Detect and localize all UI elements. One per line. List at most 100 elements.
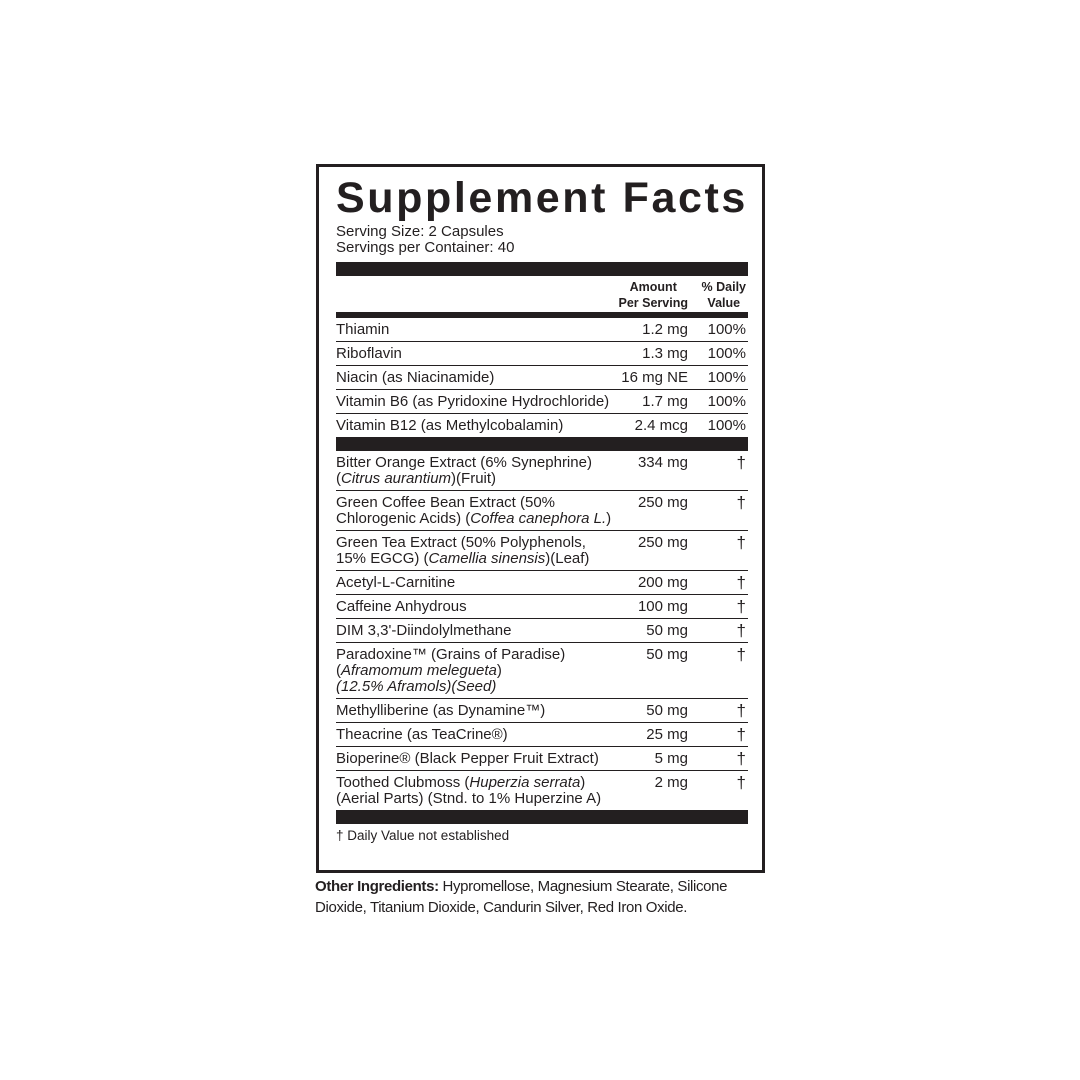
latin-name: Coffea canephora L. <box>470 510 607 527</box>
table-row: Bitter Orange Extract (6% Synephrine) (Ci… <box>336 451 748 491</box>
nutrient-name-line: Green Coffee Bean Extract (50% <box>336 495 748 511</box>
nutrient-name: Bitter Orange Extract (6% Synephrine) (Ci… <box>336 455 748 487</box>
name-text: Riboflavin <box>336 345 402 362</box>
nutrient-name-line: Bitter Orange Extract (6% Synephrine) <box>336 455 748 471</box>
table-row: Paradoxine™ (Grains of Paradise) (Aframom… <box>336 643 748 699</box>
divider-thick <box>336 810 748 824</box>
table-row: Green Coffee Bean Extract (50% Chlorogeni… <box>336 491 748 531</box>
name-text: Niacin (as Niacinamide) <box>336 369 495 386</box>
daily-value: † <box>736 597 746 616</box>
table-row: Green Tea Extract (50% Polyphenols, 15% E… <box>336 531 748 571</box>
table-row: Riboflavin 1.3 mg 100% <box>336 342 748 366</box>
nutrient-name: Paradoxine™ (Grains of Paradise) (Aframom… <box>336 647 748 695</box>
dv-header-line: % Daily <box>701 280 746 294</box>
nutrient-name: Green Coffee Bean Extract (50% Chlorogeni… <box>336 495 748 527</box>
name-text: Caffeine Anhydrous <box>336 598 467 615</box>
amount-per-serving: 334 mg <box>637 454 688 471</box>
name-text: Bioperine® (Black Pepper Fruit Extract) <box>336 750 599 767</box>
supplement-facts-panel: Supplement Facts Serving Size: 2 Capsule… <box>316 164 765 873</box>
amount-header-line: Per Serving <box>618 296 688 310</box>
nutrient-name: DIM 3,3'-Diindolylmethane <box>336 623 748 639</box>
name-text: Bitter Orange Extract (6% Synephrine) <box>336 454 592 471</box>
nutrient-name-line: Toothed Clubmoss (Huperzia serrata) <box>336 775 748 791</box>
daily-value: † <box>736 749 746 768</box>
daily-value-header: % Daily Value <box>702 279 746 311</box>
divider-thick <box>336 262 748 276</box>
nutrient-name: Caffeine Anhydrous <box>336 599 748 615</box>
name-text: 15% EGCG) ( <box>336 550 429 567</box>
nutrient-name-line: (Citrus aurantium)(Fruit) <box>336 471 748 487</box>
latin-name: (12.5% Aframols)(Seed) <box>336 678 497 695</box>
name-text: Vitamin B6 (as Pyridoxine Hydrochloride) <box>336 393 610 410</box>
other-ingredients-text: Hypromellose, Magnesium Stearate, Silico… <box>315 878 728 916</box>
amount-per-serving: 100 mg <box>637 598 688 615</box>
daily-value: † <box>736 621 746 640</box>
table-row: Vitamin B12 (as Methylcobalamin) 2.4 mcg 1… <box>336 414 748 437</box>
panel-title: Supplement Facts <box>336 174 748 222</box>
divider-thick <box>336 437 748 451</box>
table-row: Methylliberine (as Dynamine™) 50 mg † <box>336 699 748 723</box>
nutrient-name-line: Acetyl-L-Carnitine <box>336 575 748 591</box>
amount-header: Amount Per Serving <box>619 279 688 311</box>
nutrient-name: Thiamin <box>336 322 748 338</box>
table-row: Thiamin 1.2 mg 100% <box>336 318 748 342</box>
amount-per-serving: 50 mg <box>646 702 688 719</box>
name-text: Paradoxine™ (Grains of Paradise) <box>336 646 566 663</box>
amount-per-serving: 16 mg NE <box>621 369 688 386</box>
amount-per-serving: 1.3 mg <box>642 345 688 362</box>
name-text: ) <box>606 510 612 527</box>
daily-value: 100% <box>707 345 746 362</box>
table-row: Toothed Clubmoss (Huperzia serrata) (Aeri… <box>336 771 748 810</box>
name-text: Theacrine (as TeaCrine®) <box>336 726 508 743</box>
table-row: Niacin (as Niacinamide) 16 mg NE 100% <box>336 366 748 390</box>
latin-name: Aframomum melegueta <box>341 662 497 679</box>
nutrient-name-line: DIM 3,3'-Diindolylmethane <box>336 623 748 639</box>
latin-name: Citrus aurantium <box>341 470 452 487</box>
nutrient-name-line: (Aframomum melegueta) <box>336 663 748 679</box>
nutrient-name: Niacin (as Niacinamide) <box>336 370 748 386</box>
daily-value: † <box>736 773 746 792</box>
nutrient-name: Toothed Clubmoss (Huperzia serrata) (Aeri… <box>336 775 748 807</box>
table-row: Acetyl-L-Carnitine 200 mg † <box>336 571 748 595</box>
nutrient-name-line: (12.5% Aframols)(Seed) <box>336 679 748 695</box>
name-text: )(Fruit) <box>451 470 497 487</box>
name-text: Methylliberine (as Dynamine™) <box>336 702 546 719</box>
amount-per-serving: 50 mg <box>646 646 688 663</box>
footnote: † Daily Value not established <box>336 828 510 843</box>
name-text: Vitamin B12 (as Methylcobalamin) <box>336 417 564 434</box>
nutrient-name-line: Riboflavin <box>336 346 748 362</box>
nutrient-name-line: 15% EGCG) (Camellia sinensis)(Leaf) <box>336 551 748 567</box>
table-row: Caffeine Anhydrous 100 mg † <box>336 595 748 619</box>
table-row: Theacrine (as TeaCrine®) 25 mg † <box>336 723 748 747</box>
amount-header-line: Amount <box>629 280 677 294</box>
name-text: ) <box>580 774 586 791</box>
daily-value: † <box>736 493 746 512</box>
latin-name: Camellia sinensis <box>428 550 546 567</box>
name-text: ( <box>336 662 341 679</box>
daily-value: † <box>736 701 746 720</box>
daily-value: † <box>736 725 746 744</box>
amount-per-serving: 2 mg <box>654 774 688 791</box>
amount-per-serving: 1.7 mg <box>642 393 688 410</box>
daily-value: † <box>736 533 746 552</box>
daily-value: 100% <box>707 369 746 386</box>
nutrient-name: Theacrine (as TeaCrine®) <box>336 727 748 743</box>
nutrient-name-line: Vitamin B12 (as Methylcobalamin) <box>336 418 748 434</box>
vitamin-list: Thiamin 1.2 mg 100% Riboflavin 1.3 mg 100% Nia… <box>336 318 748 437</box>
amount-per-serving: 200 mg <box>637 574 688 591</box>
nutrient-name: Vitamin B6 (as Pyridoxine Hydrochloride) <box>336 394 748 410</box>
name-text: Acetyl-L-Carnitine <box>336 574 456 591</box>
name-text: (Aerial Parts) (Stnd. to 1% Huperzine A) <box>336 790 602 807</box>
nutrient-name-line: Chlorogenic Acids) (Coffea canephora L.) <box>336 511 748 527</box>
nutrient-name-line: Niacin (as Niacinamide) <box>336 370 748 386</box>
nutrient-name: Riboflavin <box>336 346 748 362</box>
amount-per-serving: 250 mg <box>637 494 688 511</box>
amount-per-serving: 5 mg <box>654 750 688 767</box>
table-row: Vitamin B6 (as Pyridoxine Hydrochloride)… <box>336 390 748 414</box>
nutrient-name-line: Caffeine Anhydrous <box>336 599 748 615</box>
nutrient-name: Vitamin B12 (as Methylcobalamin) <box>336 418 748 434</box>
nutrient-name-line: Green Tea Extract (50% Polyphenols, <box>336 535 748 551</box>
table-row: Bioperine® (Black Pepper Fruit Extract) 5… <box>336 747 748 771</box>
daily-value: † <box>736 573 746 592</box>
nutrient-name: Green Tea Extract (50% Polyphenols, 15% E… <box>336 535 748 567</box>
